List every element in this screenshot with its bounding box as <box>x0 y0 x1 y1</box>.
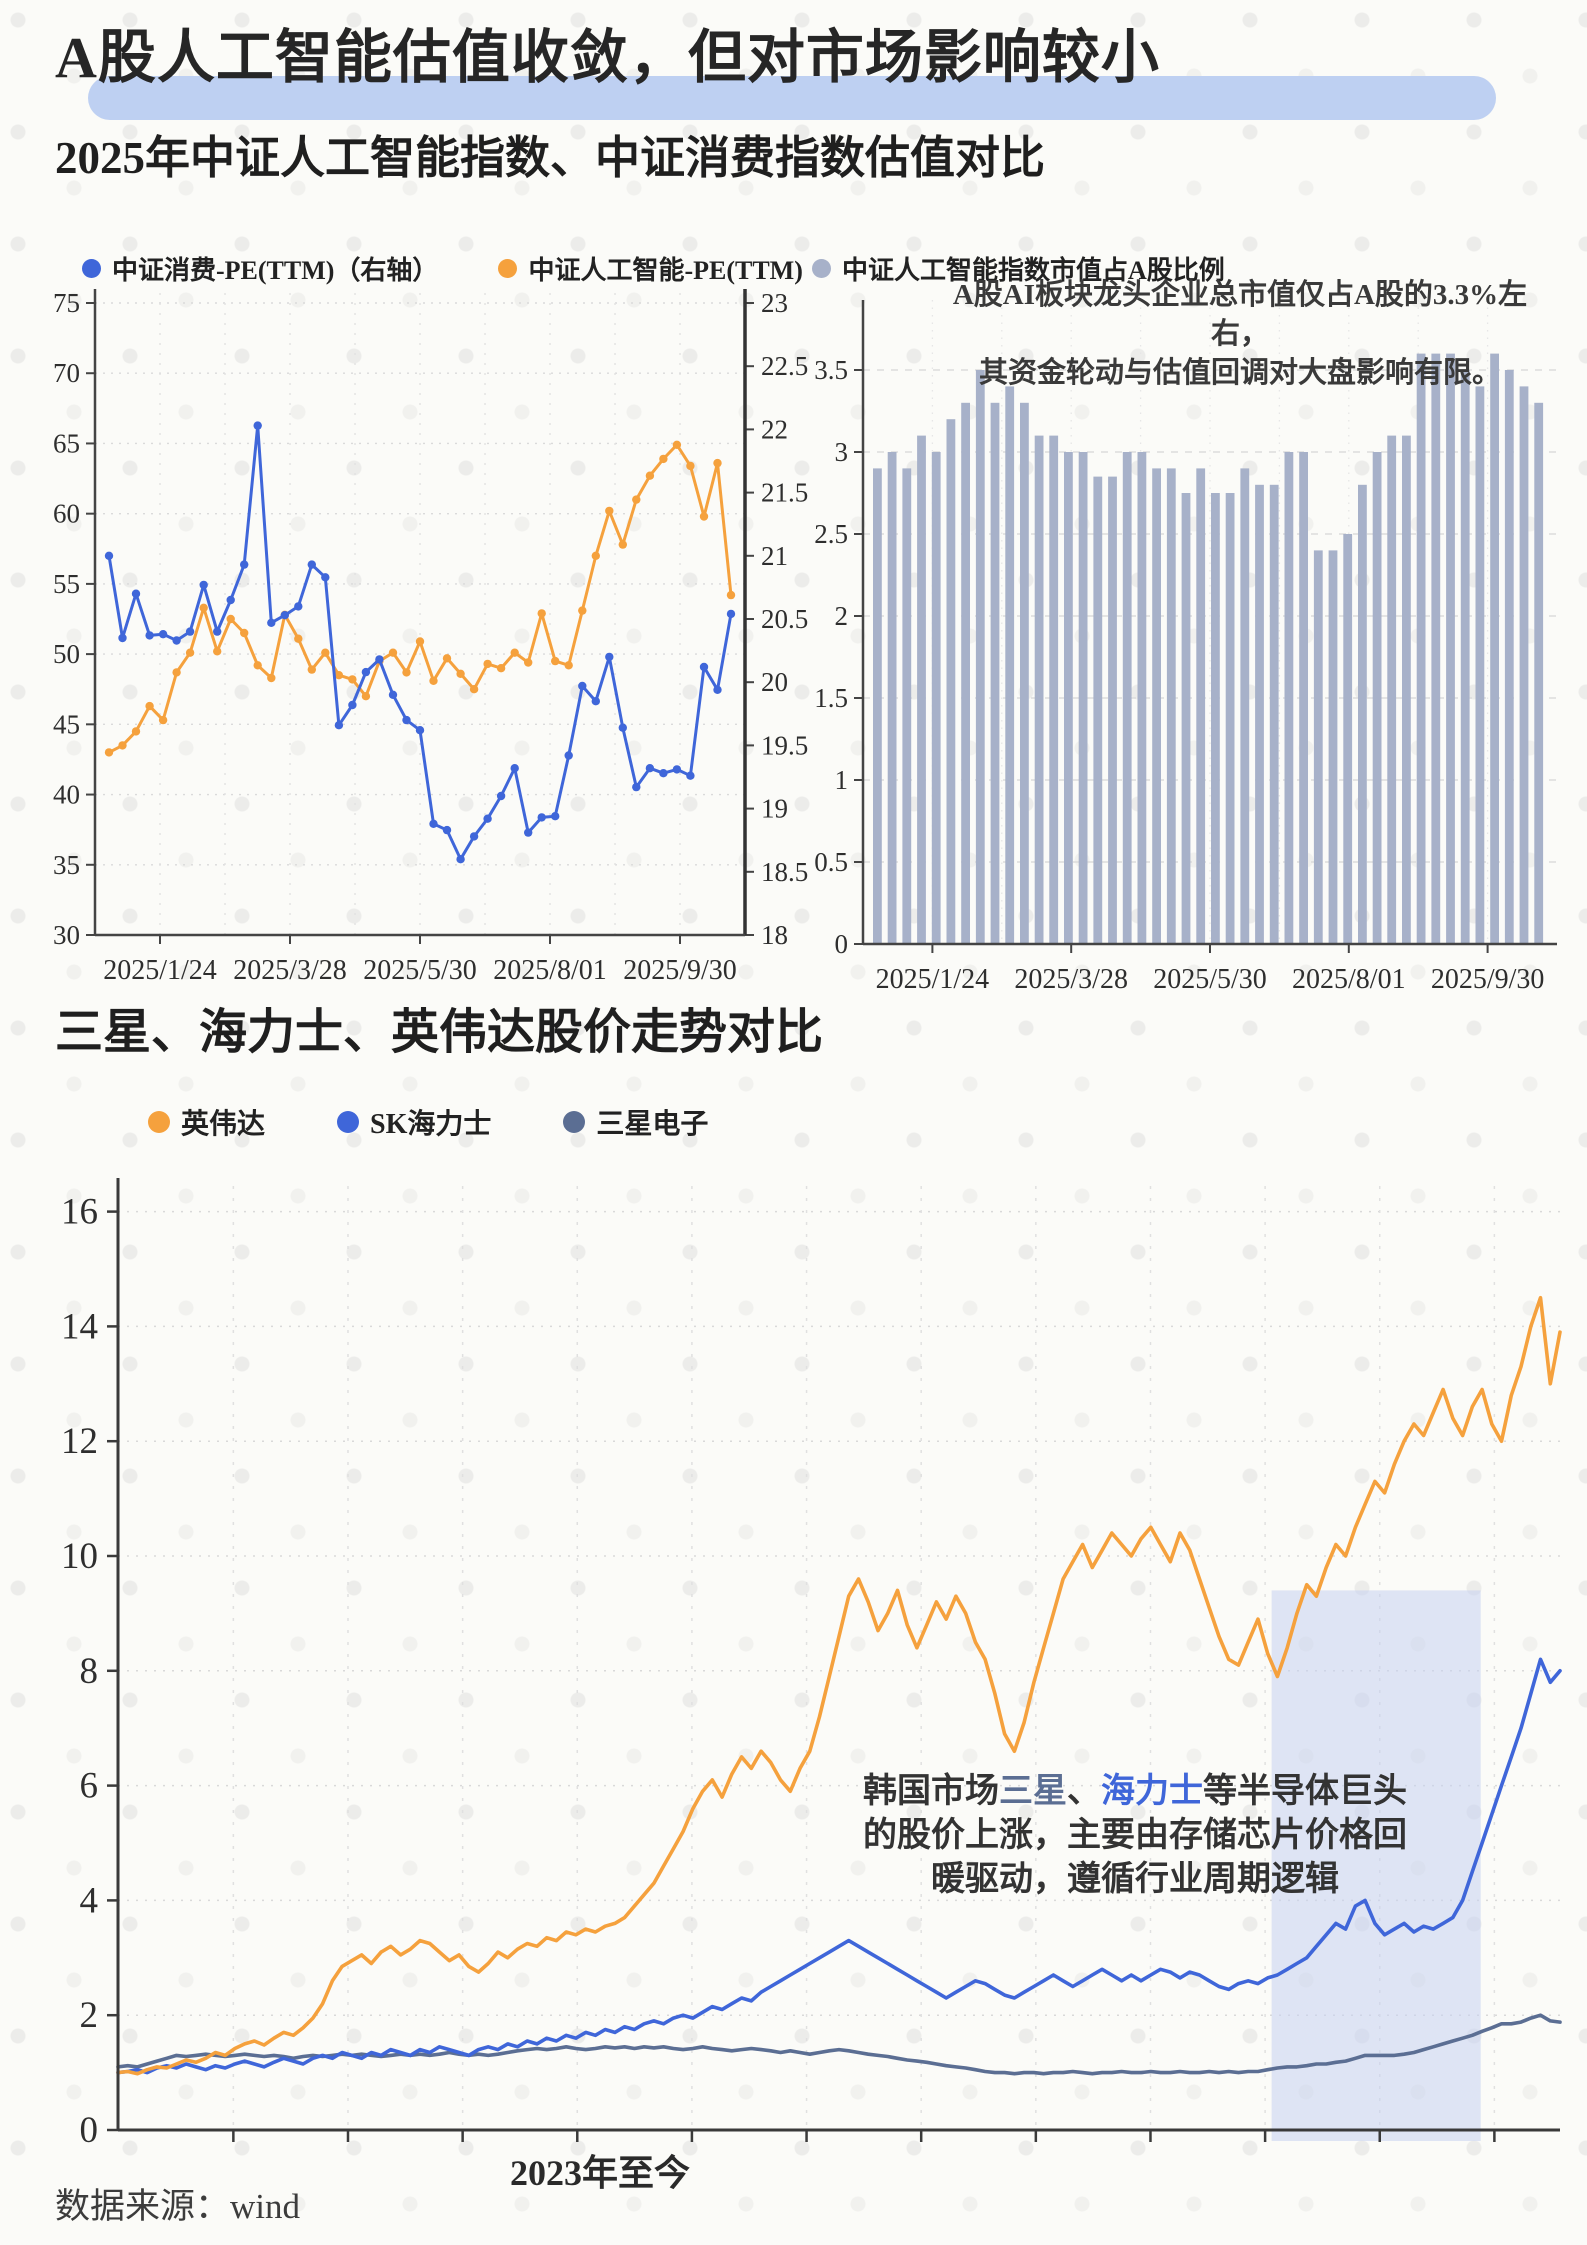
svg-text:2: 2 <box>835 601 849 631</box>
skhynix-dot-icon <box>337 1111 360 1133</box>
chart1-title: 2025年中证人工智能指数、中证消费指数估值对比 <box>55 133 1046 183</box>
svg-text:30: 30 <box>53 920 80 950</box>
svg-text:3: 3 <box>835 437 849 467</box>
chart3-x-caption: 2023年至今 <box>509 2153 690 2193</box>
svg-text:0.5: 0.5 <box>814 847 848 877</box>
svg-text:60: 60 <box>53 499 80 529</box>
chart3-annotation-line1: 韩国市场三星、海力士等半导体巨头 <box>863 1773 1407 1810</box>
nvidia-dot-icon <box>148 1111 170 1133</box>
chart2-annotation: A股AI板块龙头企业总市值仅占A股的3.3%左右， 其资金轮动与估值回调对大盘影… <box>940 276 1540 393</box>
svg-text:2025/1/24: 2025/1/24 <box>103 955 217 986</box>
svg-text:3.5: 3.5 <box>814 355 848 385</box>
svg-text:2025/8/01: 2025/8/01 <box>1292 964 1406 995</box>
pe-compare-line-chart: 30 35 40 45 50 55 60 65 70 75 18 18.5 19 19.5 20 20.5 21… <box>53 288 808 986</box>
chart1-legend: 中证消费-PE(TTM)（右轴） 中证人工智能-PE(TTM) <box>82 250 849 287</box>
legend-item-ai-pe: 中证人工智能-PE(TTM) <box>498 250 803 287</box>
svg-text:20.5: 20.5 <box>761 604 808 634</box>
chart3-legend: 英伟达 SK海力士 三星电子 <box>148 1102 766 1142</box>
hynix-word: 海力士 <box>1101 1773 1203 1810</box>
legend-label-ai-pe: 中证人工智能-PE(TTM) <box>528 256 803 285</box>
samsung-word: 三星 <box>999 1773 1067 1810</box>
ai-share-dot-icon <box>812 259 831 278</box>
svg-text:18: 18 <box>761 920 788 950</box>
ai-pe-dot-icon <box>498 259 518 278</box>
svg-text:50: 50 <box>53 639 80 669</box>
legend-label-skhynix: SK海力士 <box>370 1109 492 1140</box>
svg-text:65: 65 <box>53 428 80 458</box>
svg-text:6: 6 <box>80 1766 99 1807</box>
svg-text:10: 10 <box>61 1536 98 1577</box>
data-source: 数据来源：wind <box>55 2187 301 2226</box>
legend-item-nvidia: 英伟达 <box>148 1102 265 1142</box>
svg-text:2025/3/28: 2025/3/28 <box>1014 964 1128 995</box>
svg-text:75: 75 <box>53 288 80 318</box>
chart3-annotation: 韩国市场三星、海力士等半导体巨头 的股价上涨，主要由存储芯片价格回 暖驱动，遵循… <box>770 1770 1500 1902</box>
svg-text:45: 45 <box>53 709 80 739</box>
svg-text:2025/5/30: 2025/5/30 <box>363 955 477 986</box>
svg-text:19: 19 <box>761 794 788 824</box>
svg-text:22: 22 <box>761 414 788 444</box>
svg-text:2: 2 <box>80 1995 99 2036</box>
consumer-pe-dot-icon <box>82 259 101 278</box>
svg-text:2025/8/01: 2025/8/01 <box>493 955 607 986</box>
legend-item-consumer-pe: 中证消费-PE(TTM)（右轴） <box>82 250 438 287</box>
title-highlight-bar <box>88 76 1496 120</box>
legend-label-consumer-pe: 中证消费-PE(TTM)（右轴） <box>112 256 439 285</box>
svg-text:2025/5/30: 2025/5/30 <box>1153 964 1267 995</box>
svg-text:22.5: 22.5 <box>761 351 808 381</box>
svg-text:19.5: 19.5 <box>761 730 808 760</box>
chart3-annotation-line2: 的股价上涨，主要由存储芯片价格回 <box>863 1817 1407 1854</box>
svg-text:16: 16 <box>61 1192 98 1233</box>
svg-text:23: 23 <box>761 288 788 318</box>
svg-text:0: 0 <box>80 2110 99 2151</box>
svg-text:12: 12 <box>61 1421 98 1462</box>
legend-item-samsung: 三星电子 <box>563 1102 708 1142</box>
svg-text:21.5: 21.5 <box>761 478 808 508</box>
legend-item-ai-share: 中证人工智能指数市值占A股比例 <box>812 250 1225 287</box>
legend-label-ai-share: 中证人工智能指数市值占A股比例 <box>842 256 1225 285</box>
samsung-dot-icon <box>563 1111 586 1133</box>
svg-text:0: 0 <box>835 929 849 959</box>
svg-text:70: 70 <box>53 358 80 388</box>
svg-text:4: 4 <box>80 1880 99 1921</box>
ai-share-bar-chart: 0 0.5 1 1.5 2 2.5 3 3.5 2025/1/24 2025/3/28 2025/5… <box>814 300 1557 995</box>
section2-title: 三星、海力士、英伟达股价走势对比 <box>55 1006 824 1059</box>
svg-text:1.5: 1.5 <box>814 683 848 713</box>
chart2-annotation-line2: 其资金轮动与估值回调对大盘影响有限。 <box>978 357 1501 389</box>
legend-label-samsung: 三星电子 <box>596 1109 709 1140</box>
chart2-annotation-line1: A股AI板块龙头企业总市值仅占A股的3.3%左右， <box>952 279 1528 350</box>
stock-compare-line-chart: 0 2 4 6 8 10 12 14 16 <box>61 1178 1562 2151</box>
legend-label-nvidia: 英伟达 <box>181 1109 266 1140</box>
svg-text:14: 14 <box>61 1306 98 1347</box>
svg-text:2.5: 2.5 <box>814 519 848 549</box>
legend-item-skhynix: SK海力士 <box>337 1102 491 1142</box>
chart2-legend: 中证人工智能指数市值占A股比例 <box>812 250 1271 287</box>
svg-text:20: 20 <box>761 667 788 697</box>
svg-text:21: 21 <box>761 541 788 571</box>
svg-text:35: 35 <box>53 850 80 880</box>
svg-text:2025/1/24: 2025/1/24 <box>876 964 990 995</box>
svg-text:2025/9/30: 2025/9/30 <box>1431 964 1545 995</box>
chart3-annotation-line3: 暖驱动，遵循行业周期逻辑 <box>931 1861 1339 1898</box>
svg-text:55: 55 <box>53 569 80 599</box>
svg-text:40: 40 <box>53 780 80 810</box>
page-title: A股人工智能估值收敛，但对市场影响较小 <box>55 25 1160 90</box>
svg-text:2025/3/28: 2025/3/28 <box>233 955 347 986</box>
svg-text:8: 8 <box>80 1651 99 1692</box>
svg-text:18.5: 18.5 <box>761 857 808 887</box>
svg-text:2025/9/30: 2025/9/30 <box>623 955 737 986</box>
svg-text:1: 1 <box>835 765 849 795</box>
